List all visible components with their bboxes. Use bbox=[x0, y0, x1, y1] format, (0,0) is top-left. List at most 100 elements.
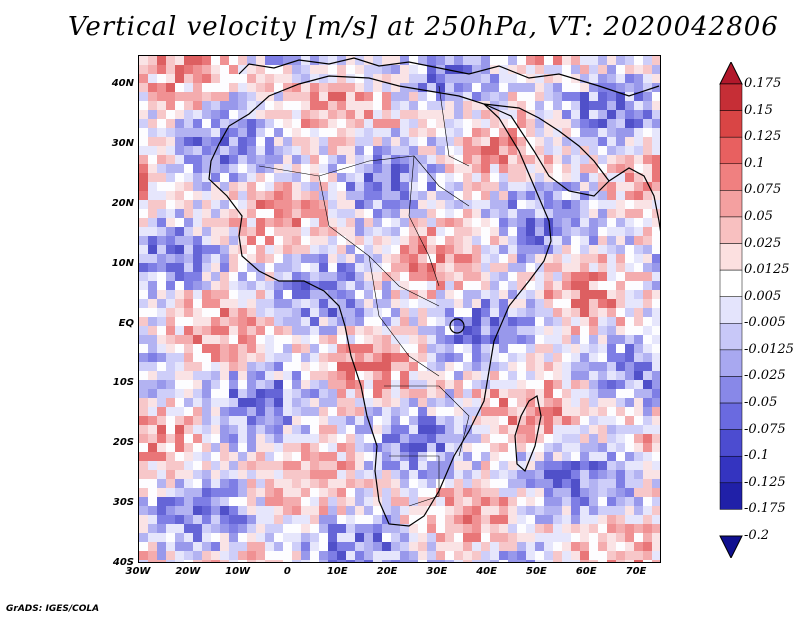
field-cell bbox=[265, 488, 274, 497]
field-cell bbox=[391, 461, 400, 470]
field-cell bbox=[301, 362, 310, 371]
field-cell bbox=[526, 317, 535, 326]
field-cell bbox=[544, 74, 553, 83]
field-cell bbox=[193, 245, 202, 254]
field-cell bbox=[517, 182, 526, 191]
field-cell bbox=[265, 281, 274, 290]
field-cell bbox=[355, 74, 364, 83]
field-cell bbox=[517, 515, 526, 524]
field-cell bbox=[553, 398, 562, 407]
field-cell bbox=[643, 254, 652, 263]
field-cell bbox=[436, 110, 445, 119]
field-cell bbox=[202, 443, 211, 452]
field-cell bbox=[301, 533, 310, 542]
field-cell bbox=[355, 92, 364, 101]
field-cell bbox=[247, 488, 256, 497]
field-cell bbox=[193, 290, 202, 299]
field-cell bbox=[490, 371, 499, 380]
field-cell bbox=[319, 470, 328, 479]
field-cell bbox=[373, 245, 382, 254]
field-cell bbox=[499, 272, 508, 281]
field-cell bbox=[643, 56, 652, 65]
field-cell bbox=[535, 542, 544, 551]
field-cell bbox=[436, 254, 445, 263]
field-cell bbox=[265, 317, 274, 326]
field-cell bbox=[202, 506, 211, 515]
field-cell bbox=[526, 164, 535, 173]
field-cell bbox=[652, 254, 660, 263]
field-cell bbox=[256, 272, 265, 281]
field-cell bbox=[517, 452, 526, 461]
field-cell bbox=[391, 488, 400, 497]
field-cell bbox=[301, 542, 310, 551]
field-cell bbox=[283, 299, 292, 308]
field-cell bbox=[265, 425, 274, 434]
field-cell bbox=[607, 110, 616, 119]
field-cell bbox=[328, 515, 337, 524]
field-cell bbox=[247, 452, 256, 461]
field-cell bbox=[346, 533, 355, 542]
field-cell bbox=[202, 236, 211, 245]
field-cell bbox=[625, 74, 634, 83]
field-cell bbox=[346, 515, 355, 524]
field-cell bbox=[418, 317, 427, 326]
field-cell bbox=[184, 299, 193, 308]
field-cell bbox=[346, 164, 355, 173]
field-cell bbox=[166, 416, 175, 425]
field-cell bbox=[499, 488, 508, 497]
field-cell bbox=[193, 101, 202, 110]
field-cell bbox=[346, 353, 355, 362]
field-cell bbox=[625, 83, 634, 92]
field-cell bbox=[490, 479, 499, 488]
field-cell bbox=[355, 551, 364, 560]
colorbar-swatch bbox=[719, 296, 743, 324]
field-cell bbox=[499, 263, 508, 272]
field-cell bbox=[463, 362, 472, 371]
field-cell bbox=[463, 425, 472, 434]
field-cell bbox=[535, 191, 544, 200]
field-cell bbox=[355, 272, 364, 281]
field-cell bbox=[562, 191, 571, 200]
field-cell bbox=[211, 308, 220, 317]
field-cell bbox=[445, 83, 454, 92]
field-cell bbox=[616, 542, 625, 551]
field-cell bbox=[652, 218, 660, 227]
field-cell bbox=[355, 119, 364, 128]
field-cell bbox=[625, 407, 634, 416]
field-cell bbox=[445, 353, 454, 362]
field-cell bbox=[517, 218, 526, 227]
field-cell bbox=[202, 65, 211, 74]
field-cell bbox=[625, 173, 634, 182]
field-cell bbox=[301, 65, 310, 74]
field-cell bbox=[157, 74, 166, 83]
field-cell bbox=[400, 209, 409, 218]
field-cell bbox=[157, 353, 166, 362]
field-cell bbox=[337, 245, 346, 254]
field-cell bbox=[373, 263, 382, 272]
field-cell bbox=[481, 56, 490, 65]
field-cell bbox=[562, 362, 571, 371]
field-cell bbox=[598, 155, 607, 164]
field-cell bbox=[148, 551, 157, 560]
field-cell bbox=[427, 488, 436, 497]
field-cell bbox=[247, 182, 256, 191]
field-cell bbox=[652, 191, 660, 200]
field-cell bbox=[229, 146, 238, 155]
field-cell bbox=[499, 479, 508, 488]
field-cell bbox=[562, 101, 571, 110]
field-cell bbox=[472, 227, 481, 236]
field-cell bbox=[562, 263, 571, 272]
field-cell bbox=[364, 191, 373, 200]
field-cell bbox=[364, 101, 373, 110]
field-cell bbox=[310, 443, 319, 452]
field-cell bbox=[337, 515, 346, 524]
field-cell bbox=[148, 200, 157, 209]
field-cell bbox=[409, 236, 418, 245]
field-cell bbox=[418, 380, 427, 389]
field-cell bbox=[481, 326, 490, 335]
field-cell bbox=[643, 272, 652, 281]
field-cell bbox=[652, 416, 660, 425]
field-cell bbox=[175, 353, 184, 362]
field-cell bbox=[139, 506, 148, 515]
field-cell bbox=[436, 236, 445, 245]
